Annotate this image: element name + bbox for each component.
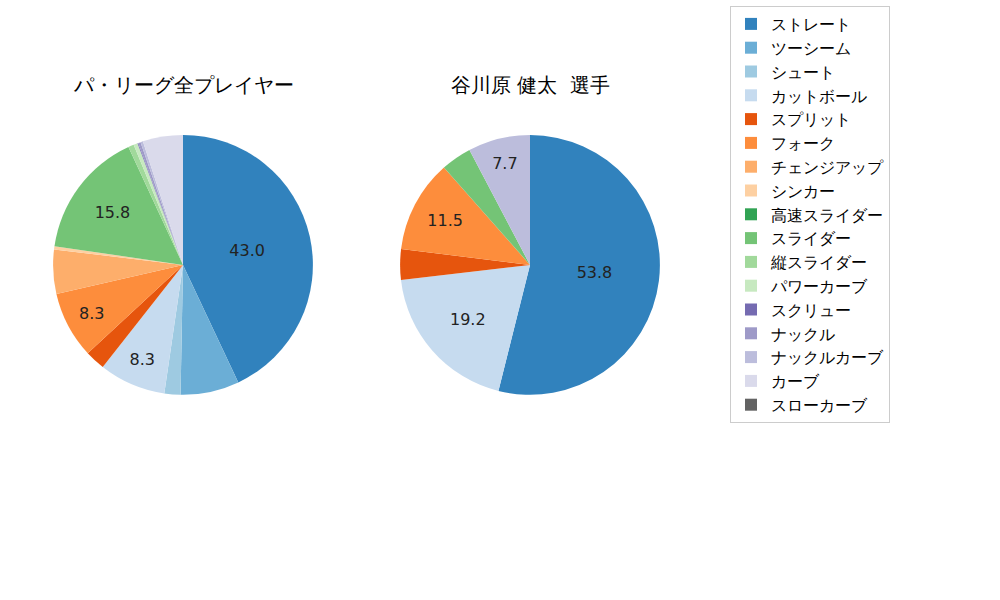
svg-text:チェンジアップ: チェンジアップ <box>771 158 884 177</box>
svg-text:ストレート: ストレート <box>771 15 851 34</box>
svg-text:スローカーブ: スローカーブ <box>771 396 868 415</box>
svg-text:スプリット: スプリット <box>771 110 851 129</box>
svg-text:19.2: 19.2 <box>450 310 486 329</box>
svg-text:11.5: 11.5 <box>427 211 463 230</box>
svg-text:ツーシーム: ツーシーム <box>771 39 851 58</box>
svg-text:8.3: 8.3 <box>79 304 104 323</box>
svg-text:スライダー: スライダー <box>771 229 851 248</box>
svg-text:15.8: 15.8 <box>95 203 131 222</box>
svg-text:カーブ: カーブ <box>771 372 820 391</box>
svg-text:フォーク: フォーク <box>771 134 835 153</box>
svg-text:53.8: 53.8 <box>577 263 613 282</box>
svg-text:ナックル: ナックル <box>771 325 835 344</box>
svg-text:スクリュー: スクリュー <box>771 301 851 320</box>
svg-text:パワーカーブ: パワーカーブ <box>770 277 868 296</box>
svg-text:8.3: 8.3 <box>130 350 155 369</box>
svg-text:谷川原 健太 選手: 谷川原 健太 選手 <box>451 73 610 97</box>
svg-text:高速スライダー: 高速スライダー <box>771 206 883 225</box>
svg-text:縦スライダー: 縦スライダー <box>770 253 867 272</box>
svg-text:7.7: 7.7 <box>492 154 517 173</box>
svg-text:シンカー: シンカー <box>771 182 835 201</box>
svg-text:43.0: 43.0 <box>229 241 265 260</box>
svg-text:ナックルカーブ: ナックルカーブ <box>771 348 884 367</box>
svg-text:パ・リーグ全プレイヤー: パ・リーグ全プレイヤー <box>73 73 294 97</box>
svg-text:カットボール: カットボール <box>771 87 867 106</box>
svg-text:シュート: シュート <box>771 63 835 82</box>
